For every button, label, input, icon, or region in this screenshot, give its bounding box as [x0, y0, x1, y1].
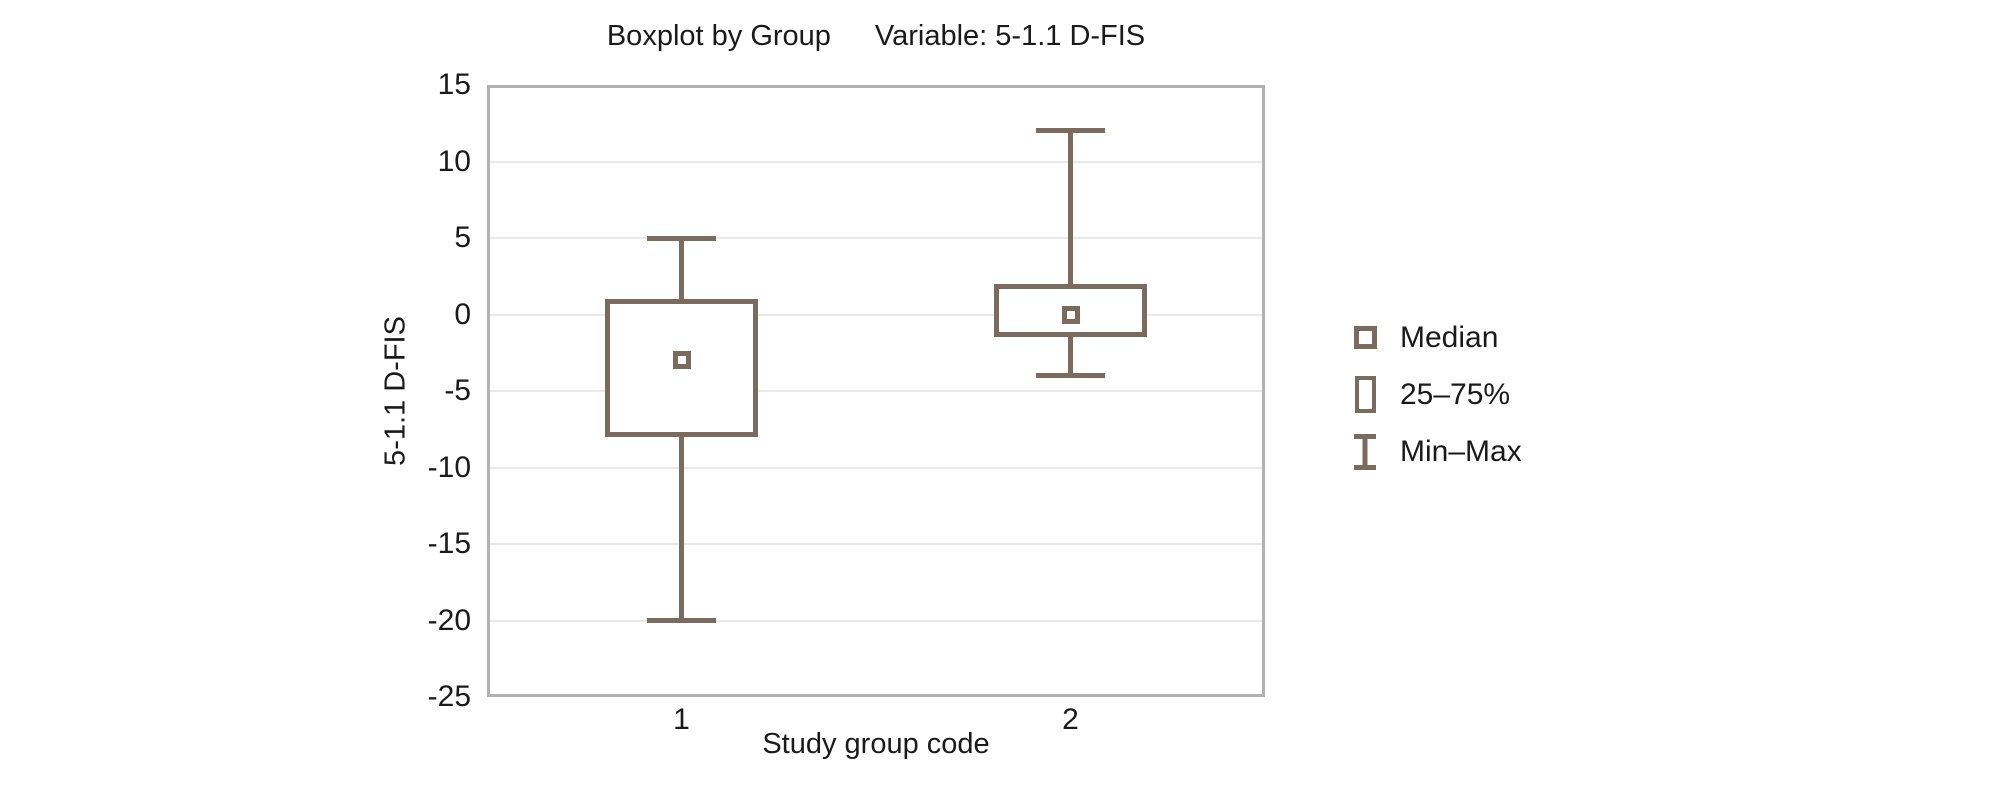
iqr-box [994, 283, 1147, 338]
y-tick-label: -20 [427, 603, 471, 637]
y-tick-label: 15 [437, 68, 471, 101]
gridline [487, 466, 1265, 469]
y-tick-label: 10 [437, 144, 471, 178]
legend-label-minmax: Min–Max [1400, 434, 1522, 468]
gridline [487, 390, 1265, 392]
gridline [487, 543, 1265, 545]
gridline [487, 160, 1265, 163]
median-marker-icon [1353, 326, 1377, 349]
whisker-cap-max [1036, 128, 1105, 134]
median-marker [672, 351, 691, 370]
x-axis-title: Study group code [762, 728, 990, 760]
legend-item-minmax: Min–Max [1352, 423, 1522, 480]
whisker-cap-min [647, 618, 716, 623]
whisker-cap-min [1036, 373, 1105, 379]
minmax-whisker-icon [1354, 433, 1376, 470]
chart-title-variable: Variable: 5-1.1 D-FIS [874, 20, 1146, 52]
y-tick-label: -5 [444, 374, 471, 407]
y-tick-label: -10 [427, 450, 471, 484]
gridline [487, 313, 1265, 316]
y-tick-label: 5 [454, 221, 471, 254]
gridline [487, 237, 1265, 239]
iqr-box-icon [1354, 376, 1376, 413]
plot-area [487, 85, 1265, 697]
median-marker [1061, 305, 1080, 324]
x-tick-label: 1 [673, 703, 690, 736]
chart-title-left: Boxplot by Group [606, 20, 831, 52]
whisker-line [1068, 130, 1073, 376]
chart-title: Boxplot by Group Variable: 5-1.1 D-FIS [607, 20, 1145, 53]
gridline [487, 619, 1265, 622]
legend-item-median: Median [1352, 309, 1522, 366]
y-tick-label: 0 [454, 297, 471, 331]
legend: Median 25–75% Min–Max [1352, 309, 1522, 480]
x-tick-label: 2 [1062, 703, 1079, 736]
legend-label-median: Median [1400, 320, 1499, 354]
y-tick-label: -15 [427, 527, 471, 560]
legend-label-iqr: 25–75% [1400, 377, 1511, 411]
legend-item-iqr: 25–75% [1352, 366, 1522, 423]
y-tick-label: -25 [427, 680, 471, 713]
whisker-cap-max [647, 235, 716, 241]
